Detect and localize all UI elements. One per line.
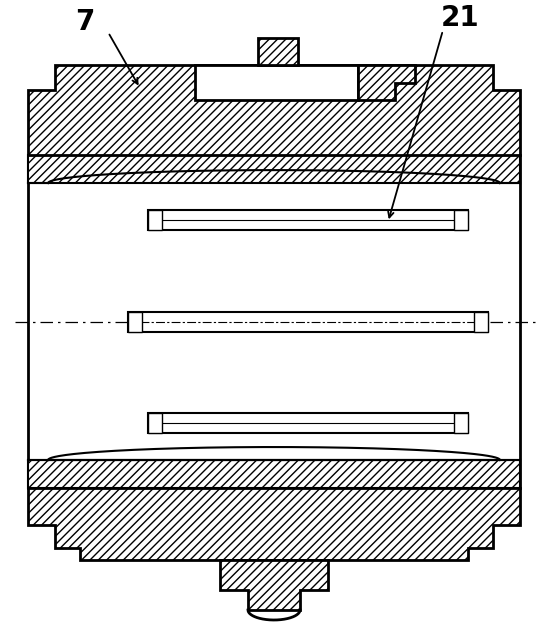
Polygon shape (195, 65, 358, 100)
Polygon shape (28, 488, 520, 560)
Bar (474, 312, 488, 332)
Bar (148, 413, 468, 433)
Bar (454, 210, 468, 230)
Bar (148, 210, 468, 230)
Polygon shape (28, 65, 520, 155)
Polygon shape (258, 38, 298, 65)
Bar (454, 413, 468, 433)
Bar (128, 312, 142, 332)
Bar (128, 312, 488, 332)
Polygon shape (220, 560, 328, 610)
Bar (148, 210, 162, 230)
Bar (28, 155, 520, 488)
Text: 7: 7 (76, 8, 95, 36)
Polygon shape (358, 65, 415, 100)
Bar (148, 413, 162, 433)
Bar (28, 155, 520, 183)
Bar (28, 460, 520, 488)
Text: 21: 21 (441, 4, 480, 32)
